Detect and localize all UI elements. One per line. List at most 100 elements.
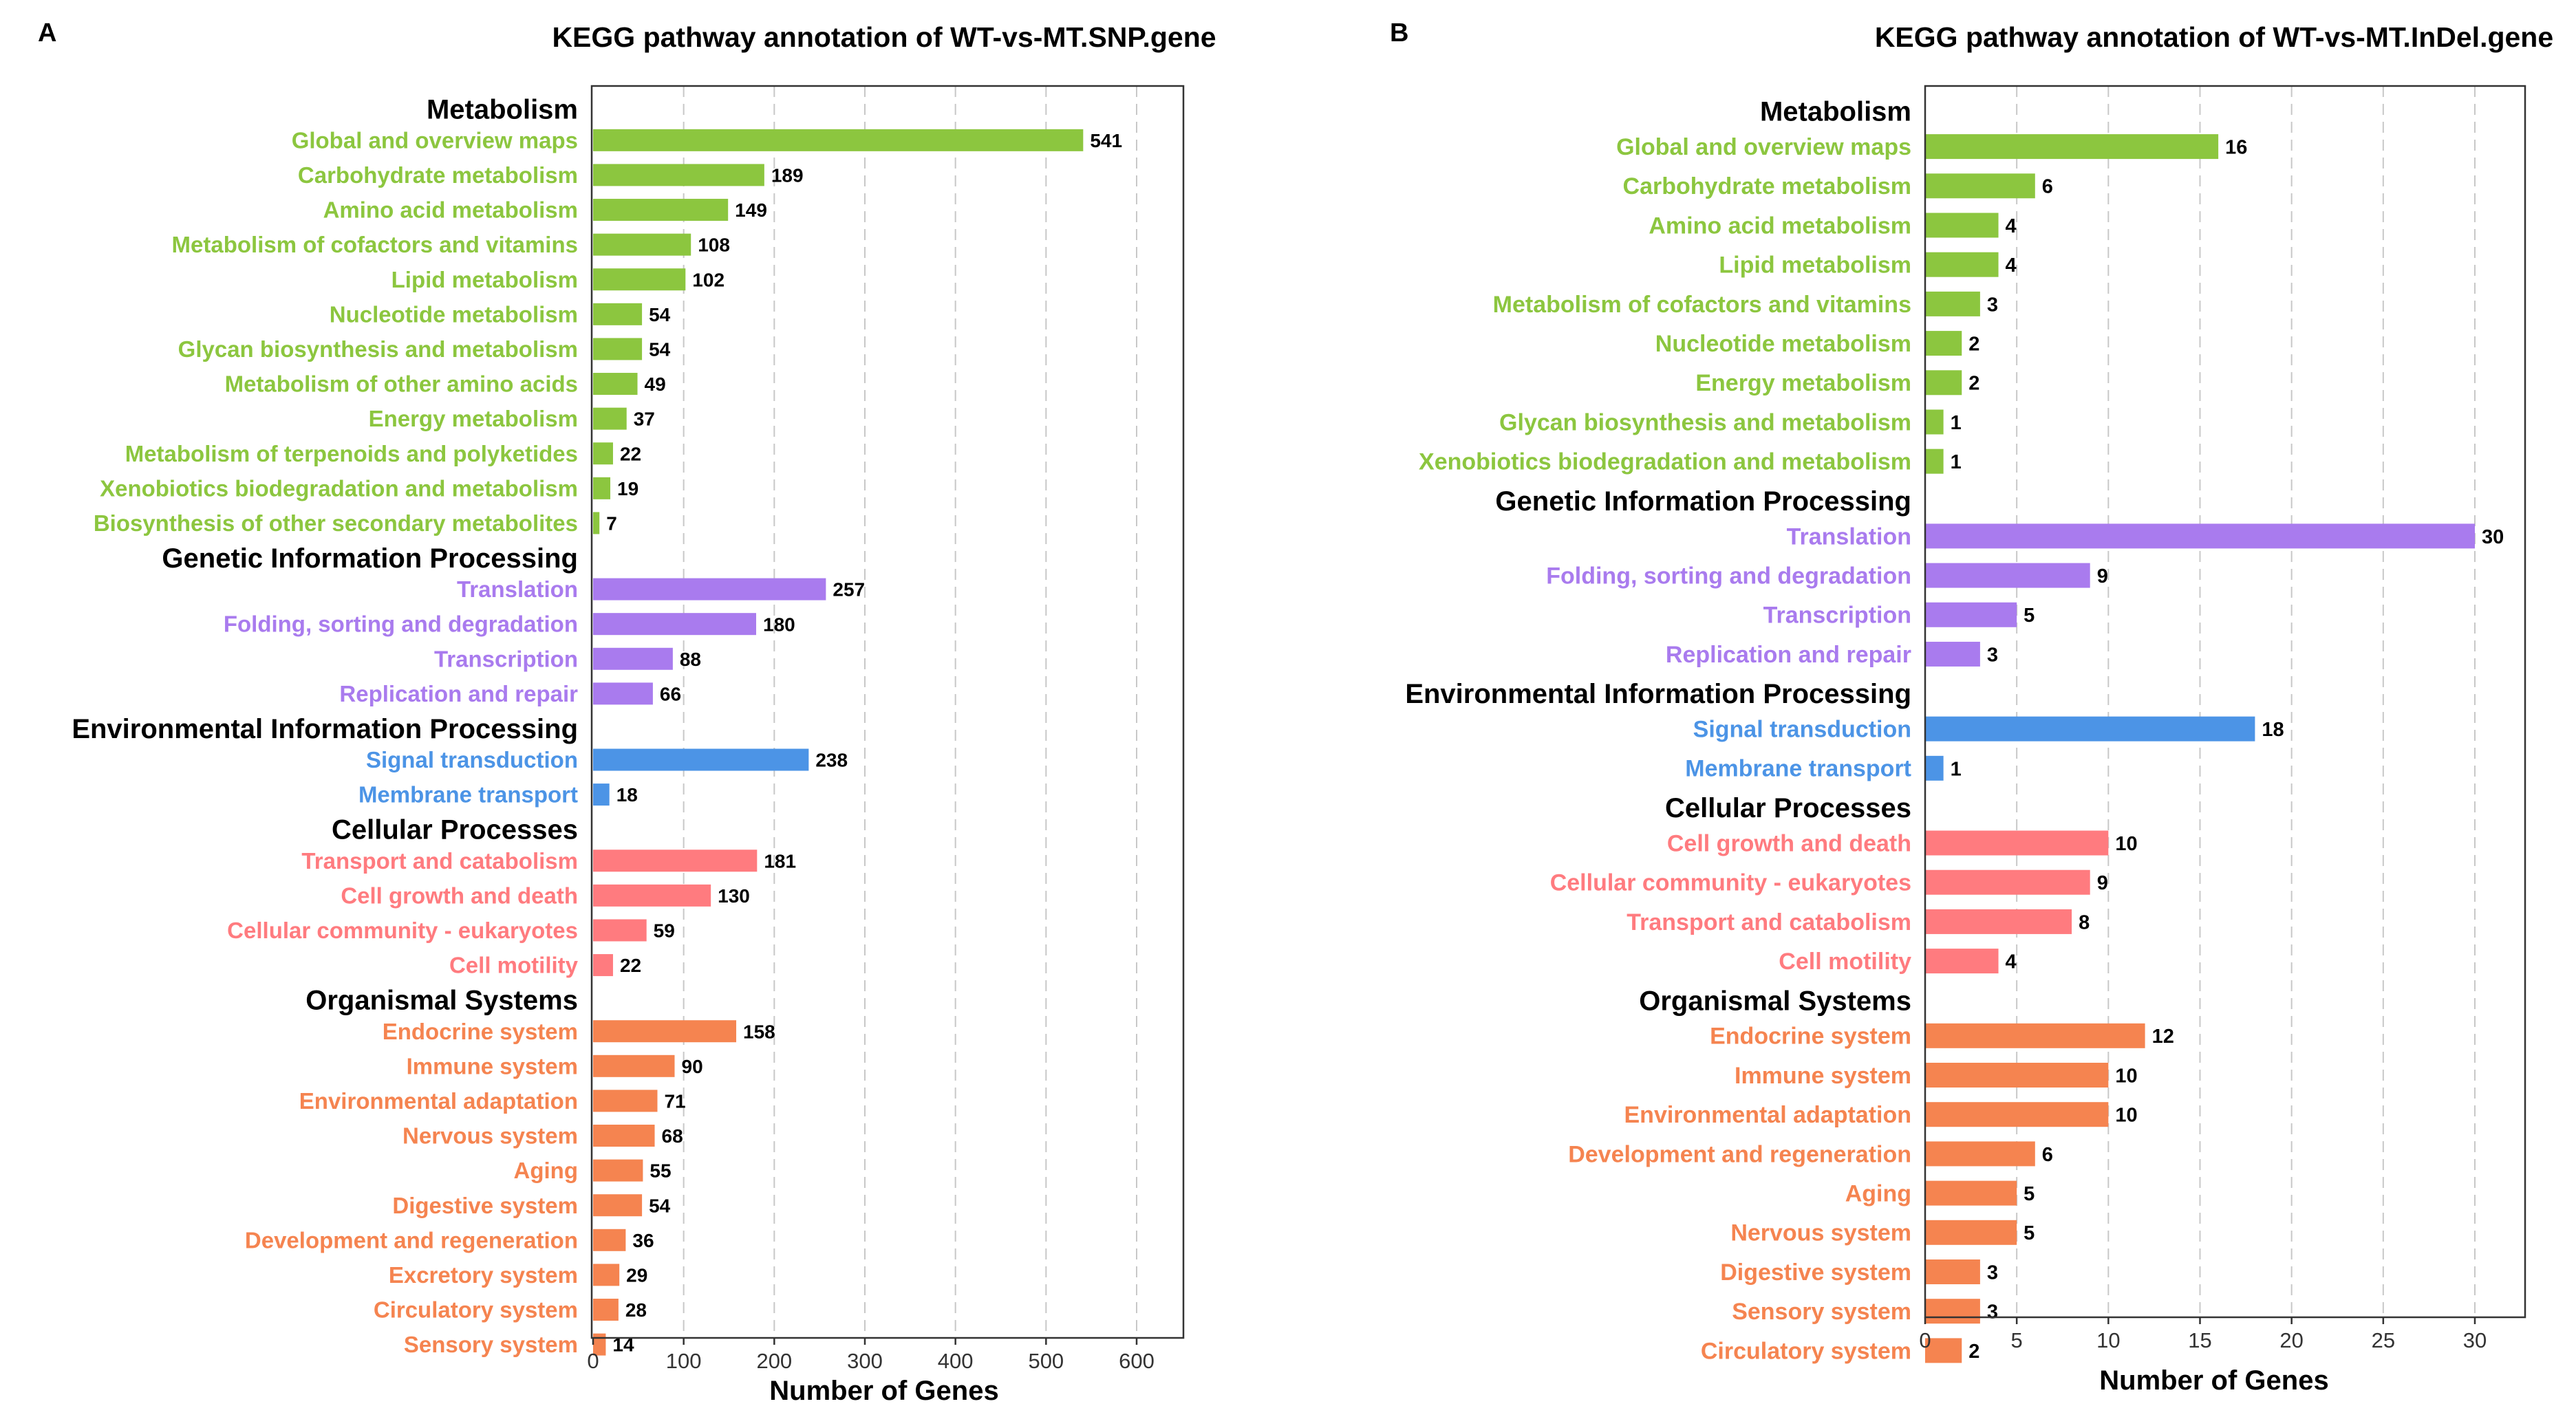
bar-value-label: 6 xyxy=(2042,176,2053,198)
pathway-label: Replication and repair xyxy=(1666,642,1911,668)
x-tick-label: 500 xyxy=(1028,1349,1064,1373)
pathway-label: Aging xyxy=(514,1158,578,1183)
bar-value-label: 102 xyxy=(692,269,724,290)
bar xyxy=(593,303,643,325)
bar xyxy=(593,682,653,705)
bar xyxy=(1925,830,2109,856)
bar-value-label: 3 xyxy=(1987,644,1998,666)
bar xyxy=(593,1054,675,1077)
x-tick-label: 100 xyxy=(666,1349,702,1373)
pathway-label: Endocrine system xyxy=(383,1019,578,1044)
bar xyxy=(593,1299,619,1321)
bar-value-label: 4 xyxy=(2006,951,2017,973)
pathway-label: Carbohydrate metabolism xyxy=(1623,173,1911,199)
panel-b-xlabel: Number of Genes xyxy=(2099,1365,2328,1396)
bar-value-label: 257 xyxy=(833,579,865,601)
x-tick-label: 600 xyxy=(1119,1349,1155,1373)
pathway-label: Xenobiotics biodegradation and metabolis… xyxy=(100,475,578,501)
bar-value-label: 54 xyxy=(649,339,671,360)
bar xyxy=(593,1125,655,1147)
bar-value-label: 66 xyxy=(660,683,681,704)
bar-value-label: 3 xyxy=(1987,1301,1998,1323)
bar xyxy=(593,647,673,670)
x-tick-label: 5 xyxy=(2011,1328,2023,1352)
bar xyxy=(593,442,613,465)
bar xyxy=(1925,641,1980,667)
bar xyxy=(593,954,613,977)
category-header: Environmental Information Processing xyxy=(1405,679,1911,709)
bar xyxy=(1925,716,2255,742)
panel-b-label: B xyxy=(1390,19,1408,47)
pathway-label: Circulatory system xyxy=(374,1297,578,1323)
bar xyxy=(593,613,756,636)
pathway-label: Sensory system xyxy=(404,1332,578,1357)
bar xyxy=(1925,909,2072,934)
panel-a: A KEGG pathway annotation of WT-vs-MT.SN… xyxy=(38,19,1216,1406)
bar xyxy=(1925,949,1999,974)
bar-value-label: 5 xyxy=(2024,1222,2035,1244)
bar-value-label: 54 xyxy=(649,304,671,325)
bar xyxy=(593,1090,658,1112)
bar xyxy=(593,1264,620,1286)
bar xyxy=(1925,1259,1980,1284)
pathway-label: Excretory system xyxy=(389,1262,578,1288)
pathway-label: Nervous system xyxy=(1730,1220,1911,1246)
bar xyxy=(593,884,711,907)
bar xyxy=(1925,563,2090,588)
bar-value-label: 189 xyxy=(771,165,804,186)
panel-b: B KEGG pathway annotation of WT-vs-MT.In… xyxy=(1390,19,2553,1396)
bar xyxy=(1925,370,1962,396)
bar-value-label: 28 xyxy=(625,1299,647,1321)
pathway-label: Cellular community - eukaryotes xyxy=(227,918,578,943)
bar-value-label: 3 xyxy=(1987,1262,1998,1284)
bar-value-label: 10 xyxy=(2115,1105,2137,1127)
pathway-label: Nucleotide metabolism xyxy=(330,301,578,327)
pathway-label: Signal transduction xyxy=(366,747,578,772)
bar xyxy=(1925,869,2090,895)
pathway-label: Immune system xyxy=(407,1053,578,1079)
bar xyxy=(593,512,600,534)
panel-a-label: A xyxy=(38,19,56,47)
bar-value-label: 2 xyxy=(1968,334,1979,356)
bar xyxy=(593,233,691,256)
pathway-label: Xenobiotics biodegradation and metabolis… xyxy=(1419,449,1911,475)
bar xyxy=(593,850,758,872)
bar-value-label: 4 xyxy=(2006,255,2017,277)
bar xyxy=(593,578,826,601)
bar xyxy=(1925,331,1962,356)
bar-value-label: 180 xyxy=(763,614,795,635)
pathway-label: Transcription xyxy=(434,646,578,671)
bar xyxy=(1925,213,1999,238)
bar xyxy=(1925,252,1999,277)
bar-value-label: 19 xyxy=(617,478,638,499)
pathway-label: Sensory system xyxy=(1732,1299,1911,1325)
bar-value-label: 54 xyxy=(649,1195,671,1216)
bar-value-label: 22 xyxy=(620,443,641,464)
bar-value-label: 5 xyxy=(2024,1183,2035,1205)
bar-value-label: 181 xyxy=(764,850,796,872)
bar xyxy=(1925,409,1944,435)
pathway-label: Folding, sorting and degradation xyxy=(1546,563,1911,589)
pathway-label: Lipid metabolism xyxy=(391,267,578,292)
x-tick-label: 200 xyxy=(756,1349,792,1373)
pathway-label: Development and regeneration xyxy=(1568,1141,1911,1167)
pathway-label: Circulatory system xyxy=(1701,1338,1911,1364)
pathway-label: Cellular community - eukaryotes xyxy=(1550,870,1911,896)
pathway-label: Cell growth and death xyxy=(1667,830,1911,856)
category-header: Organismal Systems xyxy=(305,986,578,1016)
x-tick-label: 20 xyxy=(2279,1328,2303,1352)
pathway-label: Energy metabolism xyxy=(369,406,578,431)
bar-value-label: 36 xyxy=(632,1230,654,1251)
pathway-label: Membrane transport xyxy=(1685,756,1911,782)
pathway-label: Cell motility xyxy=(1779,949,1911,975)
bar-value-label: 37 xyxy=(634,409,655,430)
bar xyxy=(1925,173,2035,199)
bar xyxy=(593,164,764,186)
pathway-label: Glycan biosynthesis and metabolism xyxy=(1499,409,1911,435)
bar-value-label: 68 xyxy=(662,1125,683,1147)
pathway-label: Cell growth and death xyxy=(341,883,578,908)
pathway-label: Carbohydrate metabolism xyxy=(298,162,578,188)
bar-value-label: 10 xyxy=(2115,1065,2137,1087)
bar xyxy=(593,129,1084,151)
